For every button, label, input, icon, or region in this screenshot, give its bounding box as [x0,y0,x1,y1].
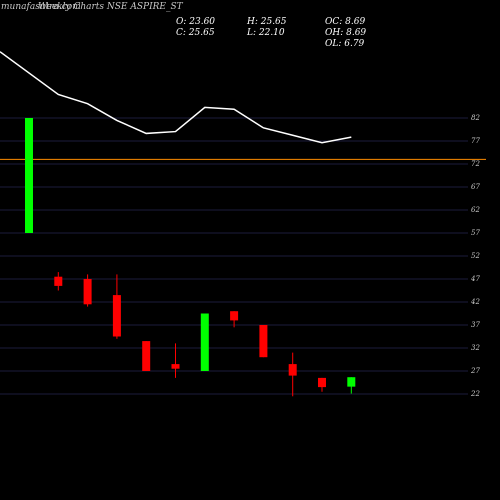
candle-body [54,276,63,286]
y-tick-label: 62 [471,206,480,214]
candle [288,352,297,397]
y-tick-label: 77 [471,137,480,145]
candle-body [83,279,92,305]
candle-body [142,341,151,371]
y-tick-label: 22 [470,390,480,398]
chart-title: Weekly Charts NSE ASPIRE_ST [38,2,184,12]
candle [142,341,151,371]
candle-body [318,377,326,388]
ohlc-close: C: 25.65 [176,28,215,38]
ohlc-open: O: 23.60 [176,17,215,27]
y-tick-label: 52 [471,252,480,260]
candle [259,325,268,358]
y-tick-label: 72 [471,160,480,168]
ohlc-high: H: 25.65 [246,17,287,27]
candle [318,377,326,392]
candle-body [112,295,121,337]
candle [54,272,63,291]
y-tick-label: 47 [470,275,480,283]
y-tick-label: 42 [470,298,480,306]
candle-body [200,313,209,371]
candle-body [259,325,268,358]
ohlc-ol: OL: 6.79 [325,39,365,49]
candle-body [171,364,180,369]
y-tick-label: 37 [471,321,480,329]
watermark: munafasutra.com [1,2,81,12]
candle [25,118,33,233]
ohlc-oc: OC: 8.69 [325,17,365,27]
candles [25,118,356,397]
candle [112,274,121,339]
ohlc-oh: OH: 8.69 [325,28,366,38]
candle [230,311,239,328]
y-tick-label: 82 [471,114,480,122]
ohlc-low: L: 22.10 [246,28,285,38]
volume-line [0,51,352,144]
candle [347,377,356,394]
y-tick-label: 67 [471,183,480,191]
candle-body [347,377,356,387]
y-tick-label: 27 [470,367,480,375]
candle-body [25,118,33,233]
candle [171,343,180,378]
candle [200,313,209,371]
candle [83,274,92,307]
y-tick-label: 32 [471,344,480,352]
y-axis-ticks: 22 27 32 37 42 47 52 57 62 67 72 77 82 [470,114,480,398]
grid-lines [0,117,468,395]
candle-body [288,364,297,376]
y-tick-label: 57 [471,229,480,237]
candle-body [230,311,239,321]
